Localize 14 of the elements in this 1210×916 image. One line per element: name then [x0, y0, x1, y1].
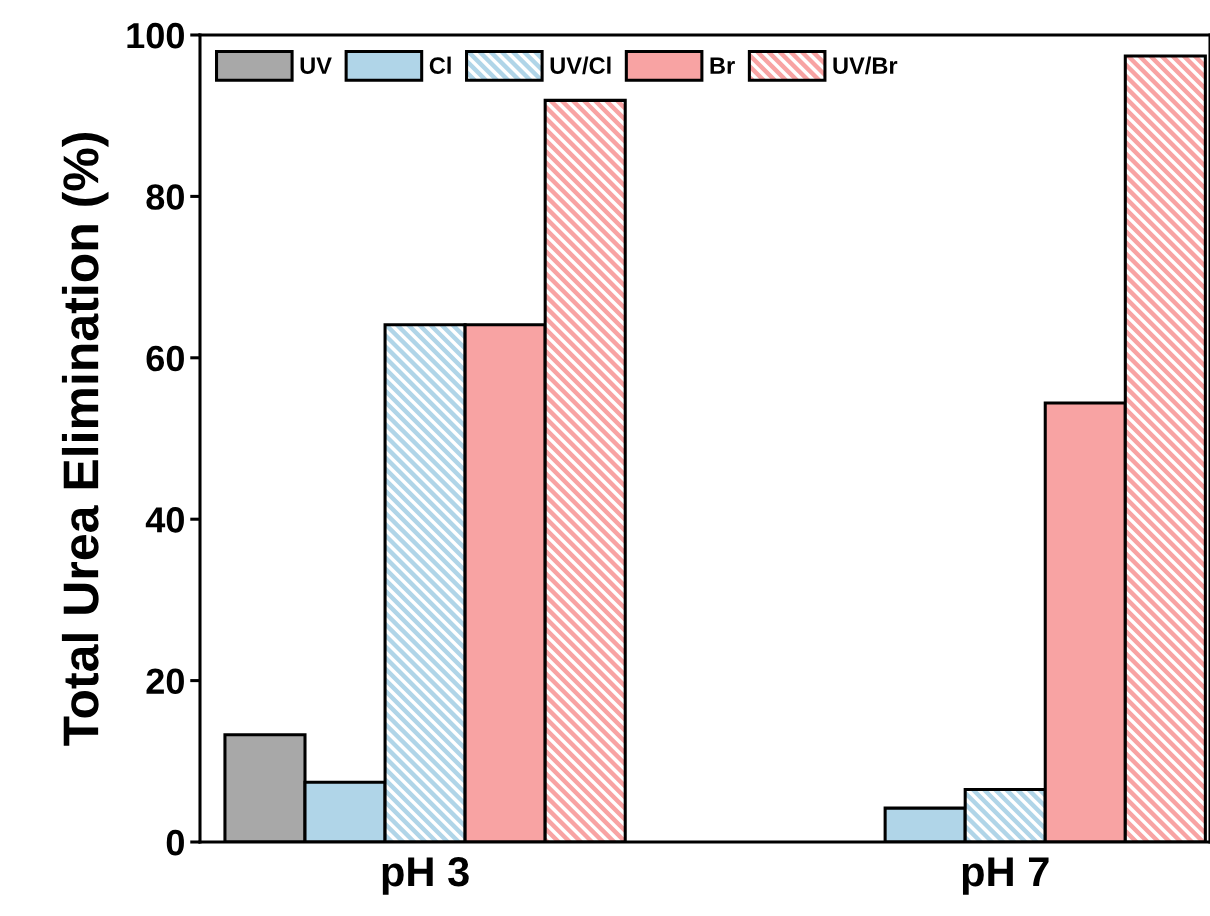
legend-label: Cl [429, 56, 451, 74]
legend-label: Br [710, 57, 735, 74]
y-tick-label: 0 [166, 829, 184, 856]
legend-label: UV [300, 57, 332, 74]
x-tick-label: pH 3 [382, 856, 469, 895]
y-tick-label: 60 [146, 345, 184, 372]
y-tick-label: 100 [127, 22, 184, 49]
legend-label: UV/Cl [550, 56, 611, 75]
y-axis-title: Total Urea Elimination (%) [61, 133, 109, 746]
legend-label: UV/Br [833, 56, 898, 75]
y-tick-label: 20 [146, 668, 184, 695]
y-tick-label: 80 [146, 184, 184, 210]
y-tick-label: 40 [145, 507, 184, 533]
x-tick-label: pH 7 [962, 857, 1049, 895]
